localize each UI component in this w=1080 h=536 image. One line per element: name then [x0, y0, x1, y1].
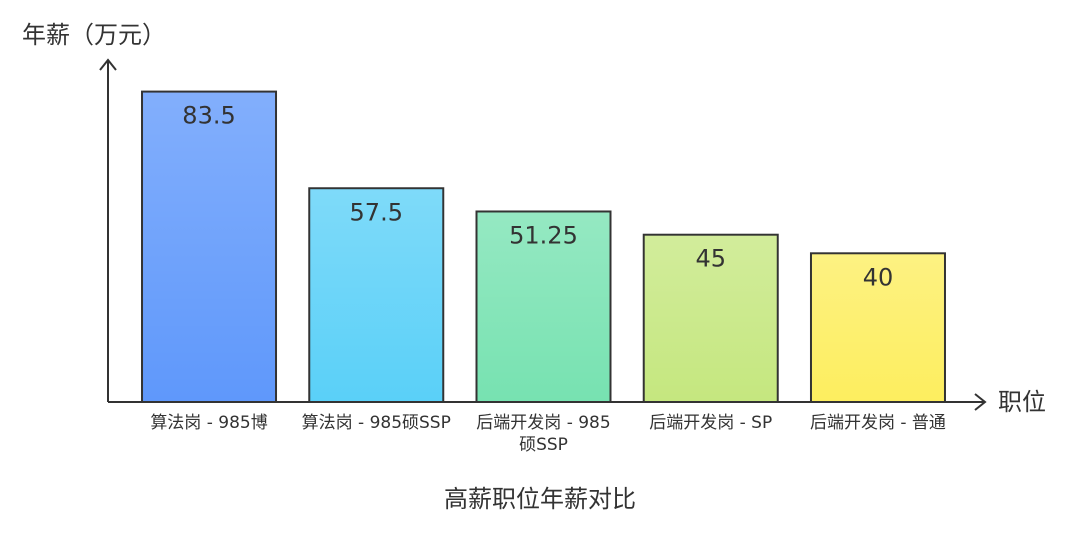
bar-shine: [644, 235, 777, 401]
chart-title: 高薪职位年薪对比: [444, 485, 636, 513]
x-tick-label: 后端开发岗 - 普通: [809, 413, 946, 433]
bar-shine: [477, 212, 610, 401]
value-label: 40: [863, 263, 894, 291]
x-tick-label: 后端开发岗 - 985硕SSP: [476, 413, 611, 455]
x-tick-label: 后端开发岗 - SP: [649, 413, 773, 433]
value-label: 45: [695, 245, 726, 273]
bar-shine: [811, 254, 944, 401]
y-axis-label: 年薪（万元）: [22, 21, 166, 49]
value-label: 57.5: [350, 198, 403, 226]
bar-shine: [310, 189, 443, 401]
x-axis-label: 职位: [998, 388, 1046, 416]
x-tick-label: 算法岗 - 985博: [150, 413, 268, 433]
x-tick-label: 算法岗 - 985硕SSP: [301, 413, 451, 433]
value-label: 83.5: [182, 102, 235, 130]
value-label: 51.25: [509, 221, 578, 249]
bar-shine: [143, 92, 276, 401]
